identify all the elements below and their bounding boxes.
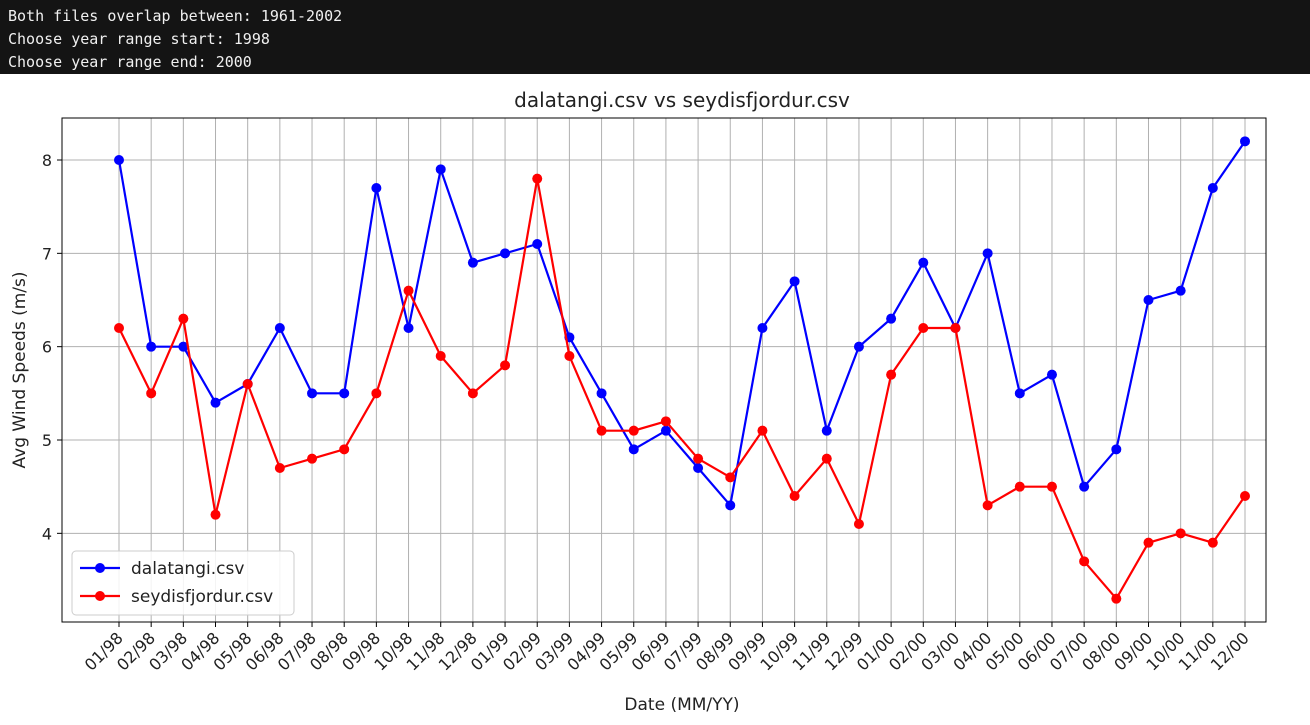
data-point	[596, 388, 607, 399]
y-tick-label: 7	[42, 244, 52, 263]
data-point	[596, 425, 607, 436]
data-point	[403, 285, 414, 296]
data-point	[660, 425, 671, 436]
data-point	[1207, 183, 1218, 193]
y-axis: 4 5 6 7 8	[42, 151, 62, 543]
data-point	[789, 491, 800, 501]
series-line	[117, 140, 1246, 507]
data-point	[114, 155, 124, 165]
data-point	[1175, 528, 1186, 539]
data-point	[660, 416, 671, 427]
data-point	[178, 313, 189, 324]
data-point	[1143, 295, 1154, 305]
data-point	[693, 453, 704, 464]
data-point	[1014, 388, 1025, 399]
legend-label: dalatangi.csv	[131, 559, 244, 579]
y-tick-label: 4	[42, 524, 52, 543]
legend-marker	[95, 591, 105, 601]
data-point	[435, 164, 446, 175]
grid	[62, 118, 1266, 622]
data-point	[274, 323, 285, 333]
data-point	[757, 323, 768, 333]
y-tick-label: 5	[42, 431, 52, 450]
series-layer	[114, 136, 1250, 604]
data-point	[982, 500, 993, 511]
data-point	[725, 472, 736, 483]
data-point	[628, 425, 639, 436]
data-point	[725, 500, 736, 511]
data-point	[1207, 537, 1218, 548]
data-point	[371, 388, 382, 399]
data-point	[628, 444, 639, 455]
data-point	[853, 341, 864, 352]
data-point	[532, 239, 543, 249]
series	[114, 136, 1250, 511]
series-line	[118, 177, 1246, 600]
data-point	[1079, 556, 1090, 567]
data-point	[146, 388, 157, 399]
data-point	[1240, 136, 1250, 147]
data-point	[1046, 481, 1057, 492]
data-point	[178, 341, 189, 352]
data-point	[435, 351, 446, 361]
data-point	[210, 397, 221, 408]
data-point	[886, 313, 897, 324]
data-point	[1143, 537, 1154, 548]
data-point	[467, 257, 478, 268]
data-point	[1111, 444, 1122, 455]
y-tick-label: 6	[42, 338, 52, 357]
data-point	[693, 463, 704, 473]
data-point	[339, 388, 350, 399]
data-point	[467, 388, 478, 399]
data-point	[1014, 481, 1025, 492]
data-point	[532, 173, 543, 184]
legend: dalatangi.csv seydisfjordur.csv	[71, 550, 295, 616]
console-output: Both files overlap between: 1961-2002 Ch…	[0, 0, 1310, 74]
data-point	[821, 453, 832, 464]
data-point	[307, 388, 318, 399]
data-point	[918, 257, 929, 268]
x-axis: 01/9802/9803/9804/9805/9806/9807/9808/98…	[81, 622, 1253, 674]
data-point	[950, 323, 961, 333]
series	[114, 173, 1250, 604]
data-point	[114, 323, 124, 333]
data-point	[1046, 369, 1057, 380]
data-point	[564, 351, 575, 361]
data-point	[210, 509, 221, 520]
legend-label: seydisfjordur.csv	[131, 587, 273, 607]
legend-marker	[95, 563, 105, 573]
console-line: Choose year range start: 1998	[8, 30, 270, 48]
data-point	[821, 425, 832, 436]
data-point	[757, 425, 768, 436]
data-point	[500, 248, 511, 259]
data-point	[789, 276, 800, 287]
legend-frame	[71, 550, 295, 616]
data-point	[307, 453, 318, 464]
data-point	[1175, 285, 1186, 296]
data-point	[982, 248, 993, 259]
data-point	[500, 360, 511, 371]
data-point	[403, 323, 414, 333]
data-point	[242, 379, 253, 389]
data-point	[1079, 481, 1090, 492]
data-point	[339, 444, 350, 455]
data-point	[1111, 593, 1122, 604]
console-line: Choose year range end: 2000	[8, 53, 252, 71]
data-point	[918, 323, 929, 333]
x-axis-title: Date (MM/YY)	[624, 695, 739, 715]
data-point	[274, 463, 285, 473]
data-point	[146, 341, 157, 352]
chart-title: dalatangi.csv vs seydisfjordur.csv	[514, 88, 850, 112]
console-line: Both files overlap between: 1961-2002	[8, 7, 343, 25]
data-point	[371, 183, 382, 193]
data-point	[853, 519, 864, 529]
y-axis-title: Avg Wind Speeds (m/s)	[10, 272, 30, 469]
data-point	[1240, 491, 1250, 501]
y-tick-label: 8	[42, 151, 52, 170]
plot-frame	[61, 117, 1267, 623]
data-point	[886, 369, 897, 380]
